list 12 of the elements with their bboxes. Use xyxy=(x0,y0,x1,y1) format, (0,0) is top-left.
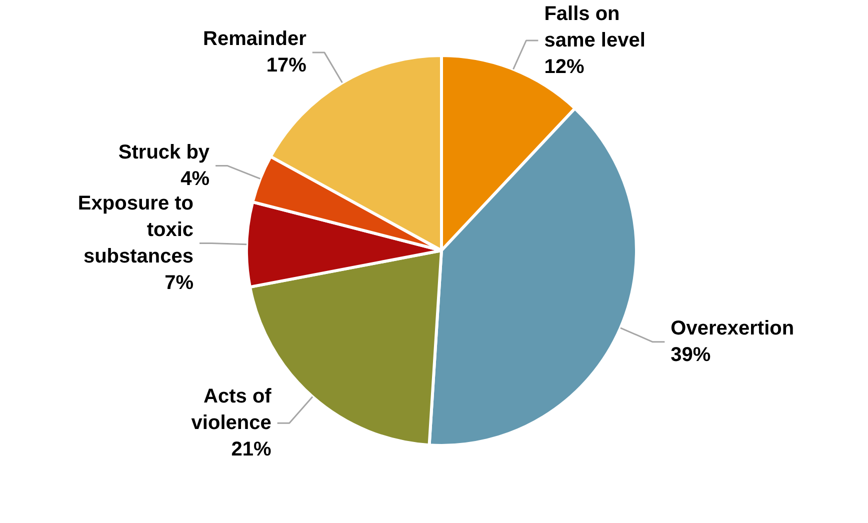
data-label: 7% xyxy=(164,272,194,294)
slice-label: Overexertion xyxy=(670,318,794,340)
slice-label: Struck by xyxy=(118,142,210,164)
data-label: 21% xyxy=(231,438,272,460)
data-label: 4% xyxy=(180,168,210,190)
slice-label: Exposure to toxic substances xyxy=(78,192,194,268)
slice-label: Acts of violence xyxy=(191,386,272,434)
data-label: 39% xyxy=(670,344,711,366)
slice-label: Falls on same level xyxy=(544,3,646,52)
slice-label: Remainder xyxy=(203,28,307,50)
data-label: 12% xyxy=(544,56,584,78)
data-label: 17% xyxy=(266,54,307,77)
